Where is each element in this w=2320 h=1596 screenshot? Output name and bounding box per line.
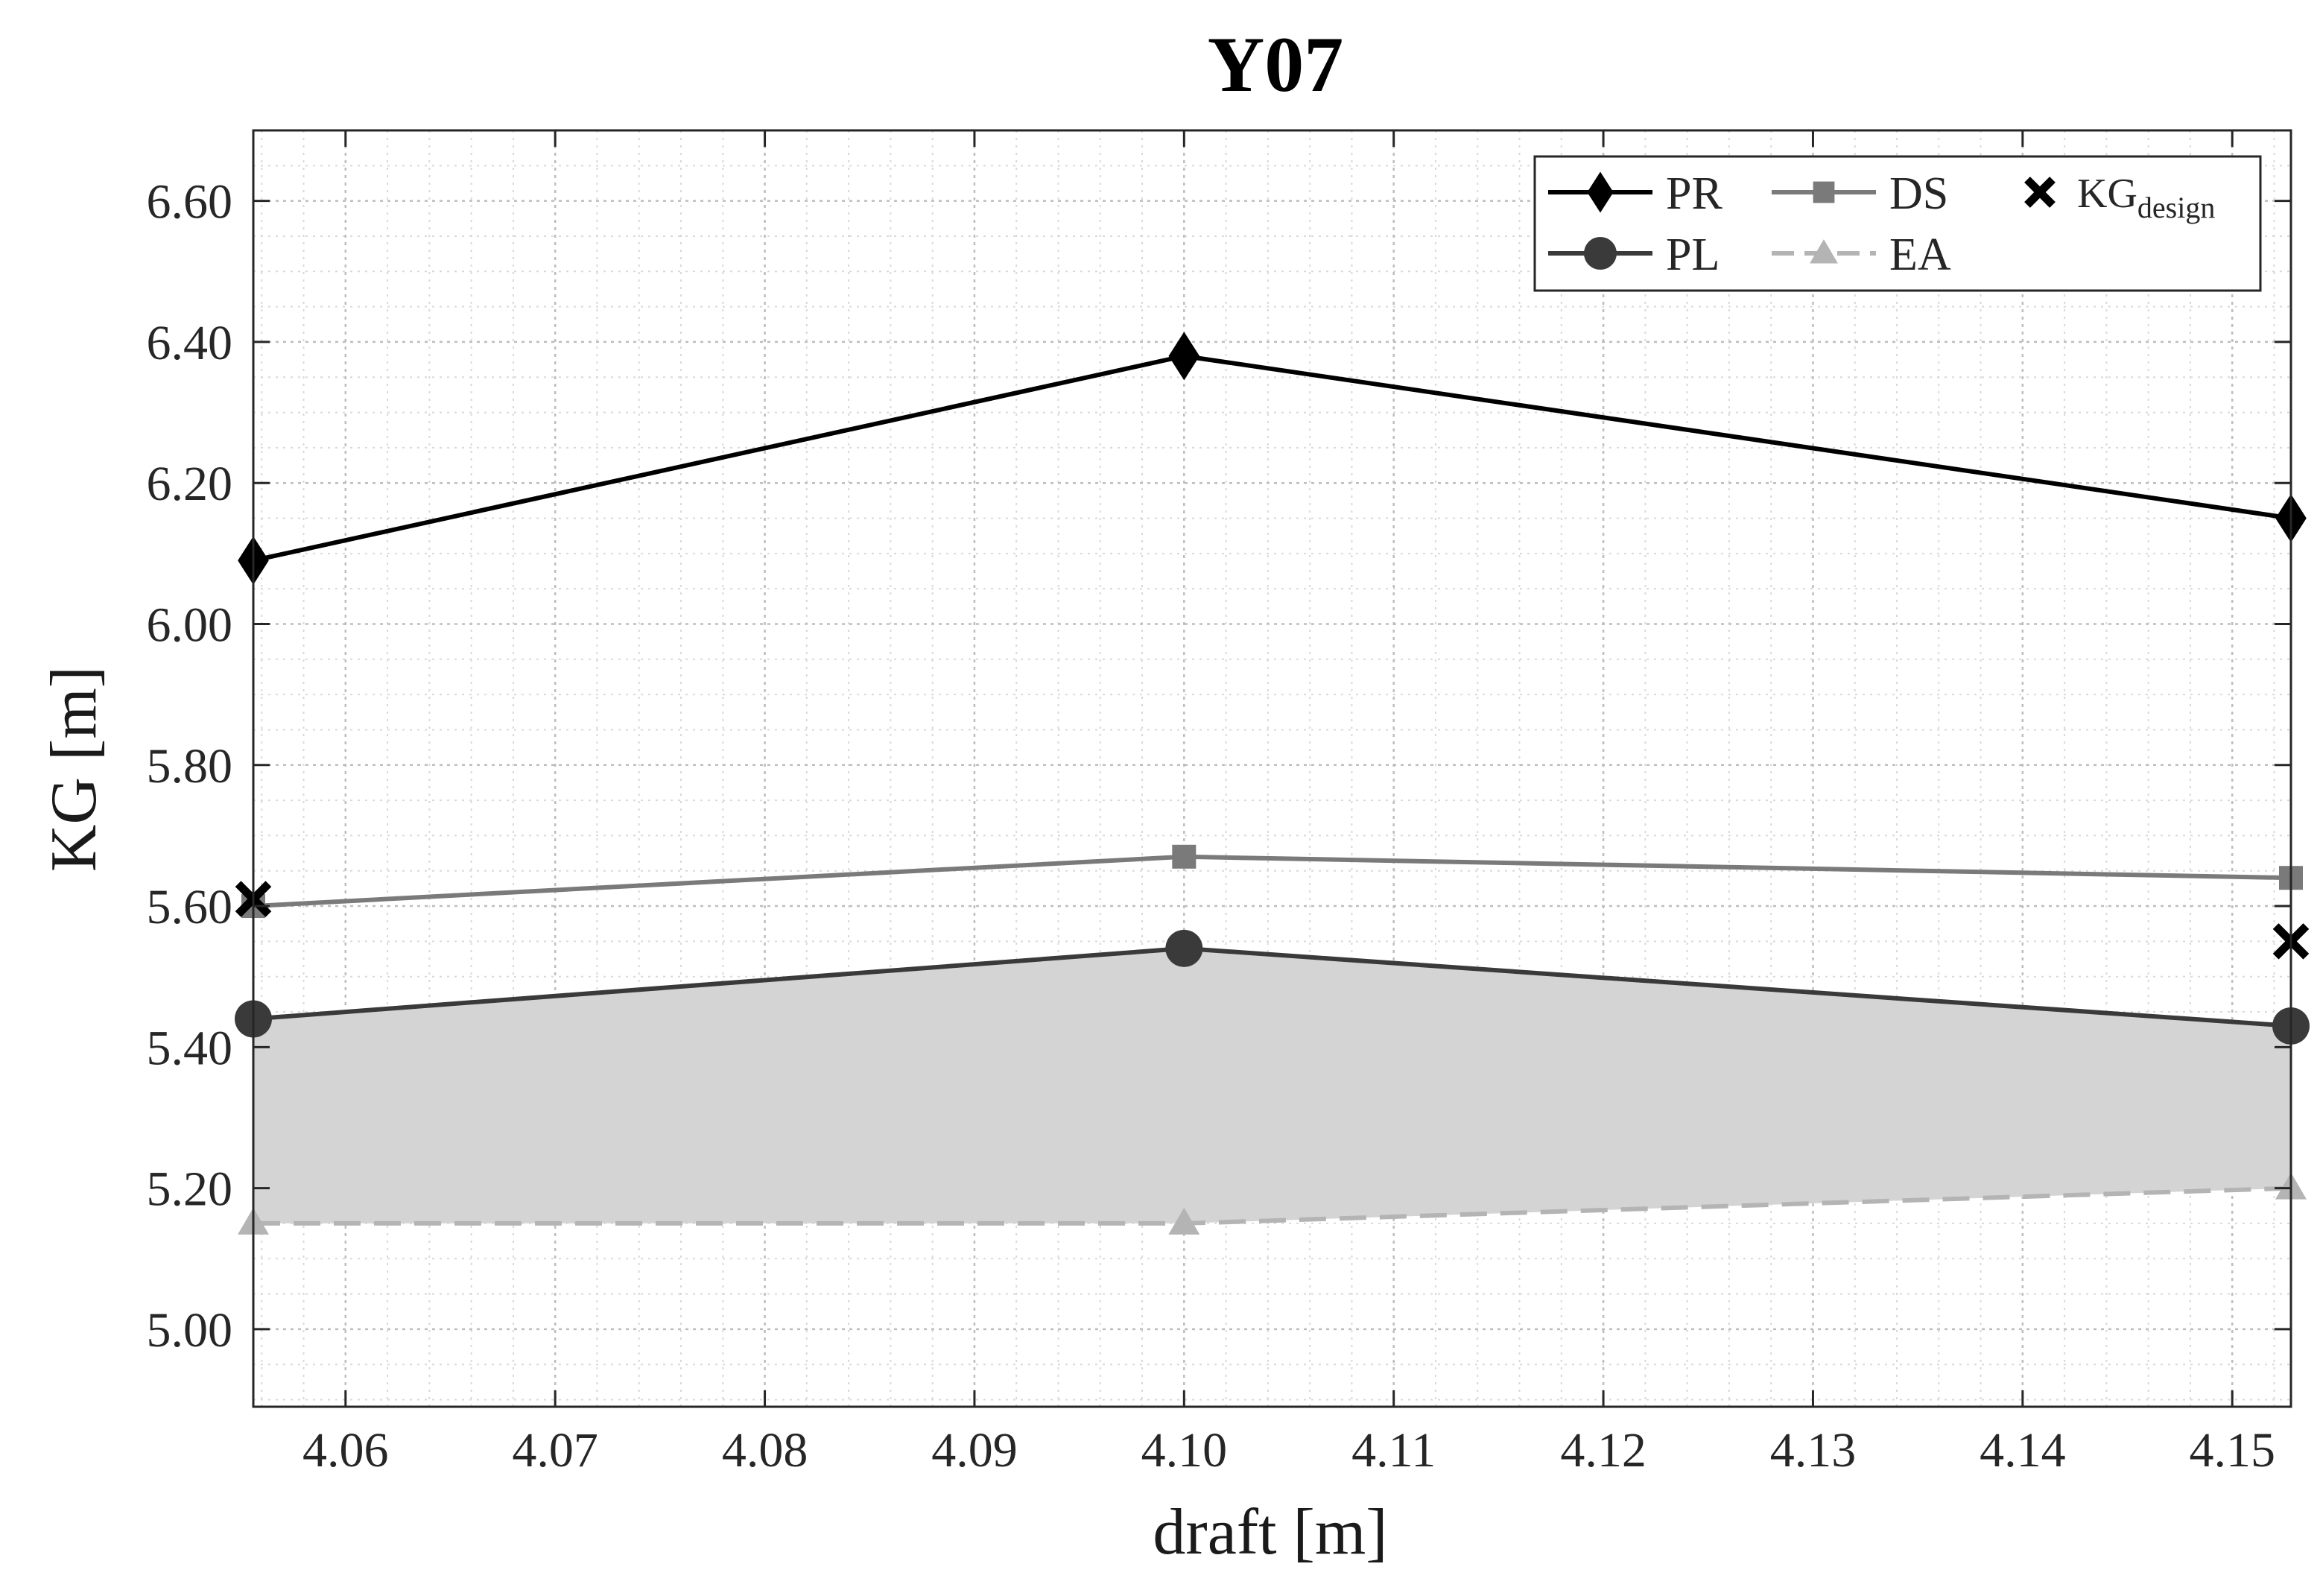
legend-marker-pr xyxy=(1587,171,1614,213)
legend-marker-kg-design-stroke-b xyxy=(2024,177,2056,208)
x-tick-label: 4.15 xyxy=(2189,1423,2275,1478)
legend-marker-ds xyxy=(1813,181,1835,203)
legend-marker-kg-design xyxy=(2024,177,2056,208)
y-tick-label: 5.40 xyxy=(147,1021,233,1075)
legend-box xyxy=(1533,155,2262,292)
x-axis-label: draft [m] xyxy=(1153,1496,1387,1568)
x-tick-label: 4.06 xyxy=(302,1423,389,1478)
series-point-pl xyxy=(1165,929,1203,967)
legend-label-pr: PR xyxy=(1666,168,1722,219)
x-tick-label: 4.08 xyxy=(722,1423,808,1478)
x-tick-label: 4.11 xyxy=(1351,1423,1436,1478)
x-tick-label: 4.07 xyxy=(512,1423,598,1478)
y-tick-label: 5.00 xyxy=(147,1303,233,1358)
y-tick-label: 6.60 xyxy=(147,175,233,229)
legend-label-pl: PL xyxy=(1666,229,1720,280)
legend-label-kg: KG xyxy=(2077,171,2137,217)
legend-label-kg-subscript: design xyxy=(2137,191,2215,224)
legend: PR DS PL EA KGdesign xyxy=(1533,155,2262,292)
y-tick-label: 6.00 xyxy=(147,598,233,652)
y-tick-label: 6.40 xyxy=(147,316,233,370)
shaded-band xyxy=(253,948,2291,1223)
plot-frame xyxy=(252,129,2292,1408)
x-tick-label: 4.09 xyxy=(931,1423,1018,1478)
x-tick-label: 4.12 xyxy=(1560,1423,1646,1478)
chart-title: Y07 xyxy=(1208,21,1344,108)
x-tick-label: 4.10 xyxy=(1141,1423,1228,1478)
y-tick-label: 5.60 xyxy=(147,880,233,934)
y-axis-label: KG [m] xyxy=(38,666,110,872)
plot-area: 4.06 4.07 4.08 4.09 4.10 4.11 4.12 4.13 4.14 4.15… xyxy=(147,129,2310,1478)
legend-label-ds: DS xyxy=(1889,168,1948,219)
series-point-ds xyxy=(1172,844,1197,869)
legend-marker-pl xyxy=(1584,237,1617,270)
x-tick-label: 4.14 xyxy=(1980,1423,2066,1478)
legend-label-kg-design: KGdesign xyxy=(2077,171,2215,224)
series-point-pr xyxy=(1168,332,1200,381)
series-point-ea xyxy=(1168,1207,1200,1235)
x-tick-label: 4.13 xyxy=(1770,1423,1857,1478)
y-tick-label: 5.80 xyxy=(147,739,233,794)
y-tick-label: 5.20 xyxy=(147,1162,233,1217)
legend-marker-ea xyxy=(1810,239,1838,264)
legend-label-ea: EA xyxy=(1889,229,1951,280)
y-tick-label: 6.20 xyxy=(147,457,233,511)
